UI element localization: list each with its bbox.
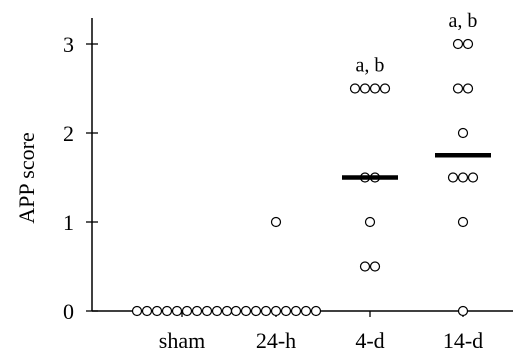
data-point bbox=[457, 305, 469, 317]
axes: 0 1 2 3 sham 24-h 4-d 14-d bbox=[63, 18, 513, 353]
data-point bbox=[280, 305, 292, 317]
data-point bbox=[290, 305, 302, 317]
data-point bbox=[364, 216, 376, 228]
data-point bbox=[270, 305, 282, 317]
data-point bbox=[462, 38, 474, 50]
x-tick-label: 24-h bbox=[256, 328, 296, 353]
data-point bbox=[141, 305, 153, 317]
data-point bbox=[369, 261, 381, 272]
y-axis-label: APP score bbox=[14, 132, 39, 223]
data-point bbox=[457, 127, 469, 139]
significance-annotation: a, b bbox=[356, 55, 385, 77]
significance-annotation: a, b bbox=[449, 10, 478, 32]
data-point bbox=[462, 83, 474, 94]
data-point bbox=[181, 305, 193, 317]
data-point bbox=[452, 83, 464, 94]
y-tick-label: 0 bbox=[63, 299, 74, 324]
data-point bbox=[300, 305, 312, 317]
data-point bbox=[359, 83, 371, 94]
data-point bbox=[379, 83, 391, 94]
data-point bbox=[240, 305, 252, 317]
data-point bbox=[457, 172, 469, 183]
data-point bbox=[250, 305, 262, 317]
y-tick-label: 3 bbox=[63, 32, 74, 57]
data-point bbox=[161, 305, 173, 317]
x-tick-label: sham bbox=[159, 328, 205, 353]
x-tick-label: 4-d bbox=[355, 328, 384, 353]
data-point bbox=[230, 305, 242, 317]
data-point bbox=[467, 172, 479, 183]
data-point bbox=[131, 305, 143, 317]
data-point bbox=[151, 305, 163, 317]
data-point bbox=[270, 216, 282, 228]
data-point bbox=[359, 261, 371, 272]
y-tick-label: 1 bbox=[63, 210, 74, 235]
data-point bbox=[171, 305, 183, 317]
data-point bbox=[452, 38, 464, 50]
data-point bbox=[260, 305, 272, 317]
data-point bbox=[447, 172, 459, 183]
data-point bbox=[310, 305, 322, 317]
data-marks: a, b a, b bbox=[131, 10, 491, 317]
data-point bbox=[201, 305, 213, 317]
x-tick-label: 14-d bbox=[443, 328, 483, 353]
data-point bbox=[221, 305, 233, 317]
data-point bbox=[349, 83, 361, 94]
data-point bbox=[191, 305, 203, 317]
data-point bbox=[457, 216, 469, 228]
data-point bbox=[369, 83, 381, 94]
data-point bbox=[211, 305, 223, 317]
y-tick-label: 2 bbox=[63, 121, 74, 146]
